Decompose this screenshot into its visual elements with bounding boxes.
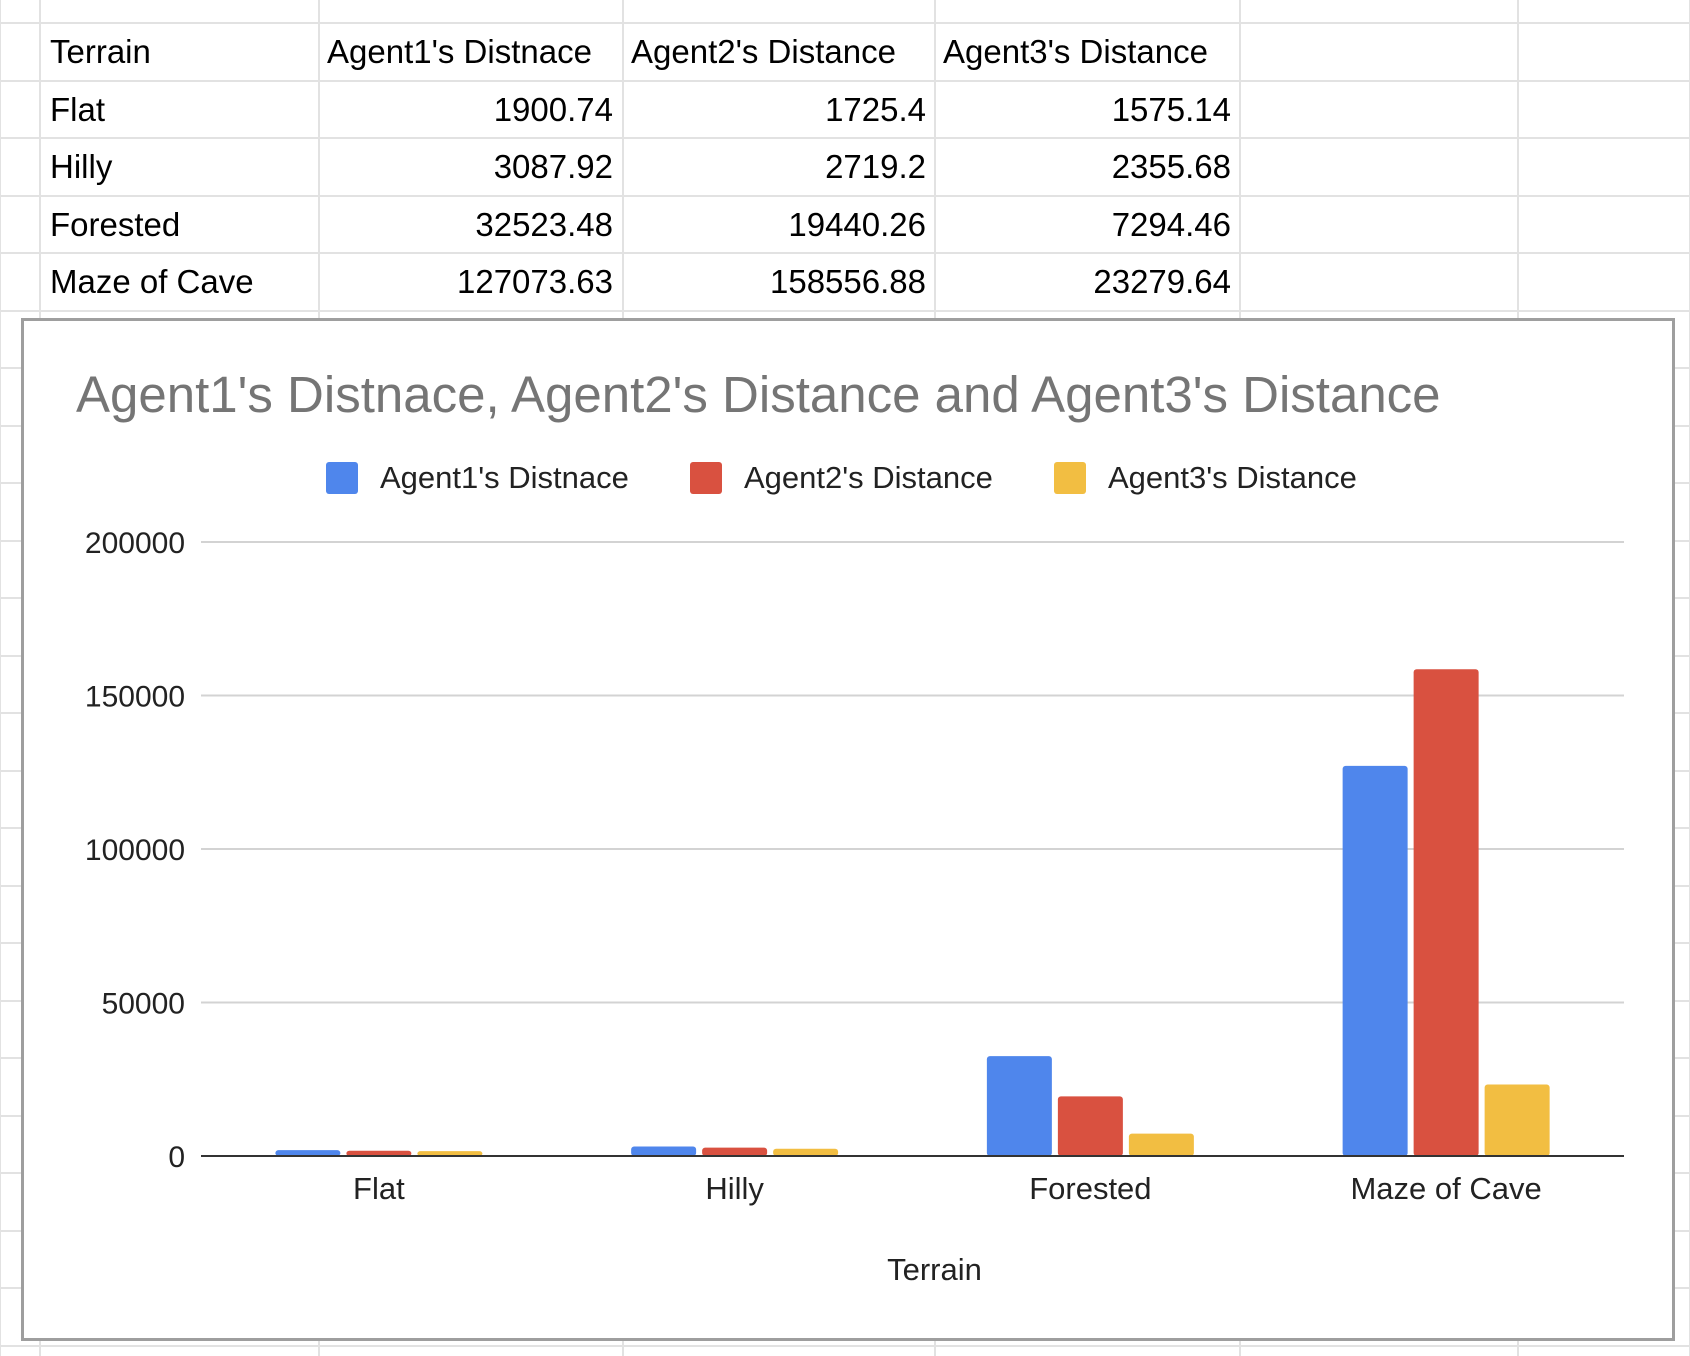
legend-label: Agent3's Distance: [1108, 460, 1357, 495]
y-tick-label: 200000: [85, 527, 185, 560]
bar[interactable]: [702, 1147, 768, 1156]
bar[interactable]: [773, 1148, 839, 1156]
bar[interactable]: [1342, 765, 1408, 1156]
legend-label: Agent2's Distance: [744, 460, 993, 495]
table-cell[interactable]: 2719.2: [825, 148, 926, 185]
bar[interactable]: [275, 1150, 341, 1156]
table-cell[interactable]: Maze of Cave: [50, 263, 254, 300]
table-cell[interactable]: 19440.26: [788, 205, 926, 243]
bar[interactable]: [631, 1146, 697, 1156]
x-tick-label: Maze of Cave: [1350, 1171, 1541, 1206]
bar-chart: 0 50000 100000 150000 200000 Flat Hilly Foreste…: [85, 527, 1624, 1287]
column-header[interactable]: Agent3's Distance: [943, 33, 1208, 70]
table-cell[interactable]: Hilly: [50, 148, 113, 185]
y-tick-label: 50000: [102, 988, 185, 1021]
y-tick-label: 0: [168, 1141, 185, 1174]
bar[interactable]: [1484, 1084, 1550, 1156]
table-cell[interactable]: 2355.68: [1111, 148, 1231, 185]
column-header[interactable]: Agent1's Distnace: [327, 33, 592, 70]
y-tick-label: 150000: [85, 681, 185, 714]
legend-swatch: [326, 462, 358, 494]
table-cell[interactable]: 1900.74: [493, 90, 613, 128]
legend-label: Agent1's Distnace: [380, 460, 629, 495]
table-cell[interactable]: 32523.48: [475, 205, 613, 243]
legend-swatch: [1054, 462, 1086, 494]
bar[interactable]: [346, 1150, 412, 1156]
table-cell[interactable]: Forested: [50, 205, 181, 243]
table-cell[interactable]: 3087.92: [493, 148, 613, 185]
x-tick-label: Forested: [1029, 1171, 1151, 1206]
bar[interactable]: [417, 1151, 483, 1156]
column-header[interactable]: Agent2's Distance: [631, 33, 896, 70]
table-cell[interactable]: 1725.4: [825, 90, 926, 128]
x-tick-label: Hilly: [705, 1171, 764, 1206]
table-cell[interactable]: 1575.14: [1111, 90, 1231, 128]
table-cell[interactable]: 158556.88: [770, 263, 926, 300]
bar[interactable]: [1057, 1096, 1123, 1156]
column-header[interactable]: Terrain: [50, 33, 151, 70]
legend-swatch: [690, 462, 722, 494]
chart-container[interactable]: Agent1's Distnace, Agent2's Distance and…: [21, 318, 1675, 1341]
x-axis-title: Terrain: [887, 1252, 982, 1287]
table-cell[interactable]: 7294.46: [1111, 205, 1231, 243]
chart-title: Agent1's Distnace, Agent2's Distance and…: [76, 366, 1441, 423]
bar[interactable]: [986, 1056, 1052, 1156]
y-tick-label: 100000: [85, 834, 185, 867]
x-tick-label: Flat: [353, 1171, 405, 1206]
table-cell[interactable]: 127073.63: [457, 263, 613, 300]
table-cell[interactable]: 23279.64: [1093, 263, 1231, 300]
bar[interactable]: [1128, 1133, 1194, 1156]
bar[interactable]: [1413, 669, 1479, 1156]
table-cell[interactable]: Flat: [50, 90, 106, 128]
